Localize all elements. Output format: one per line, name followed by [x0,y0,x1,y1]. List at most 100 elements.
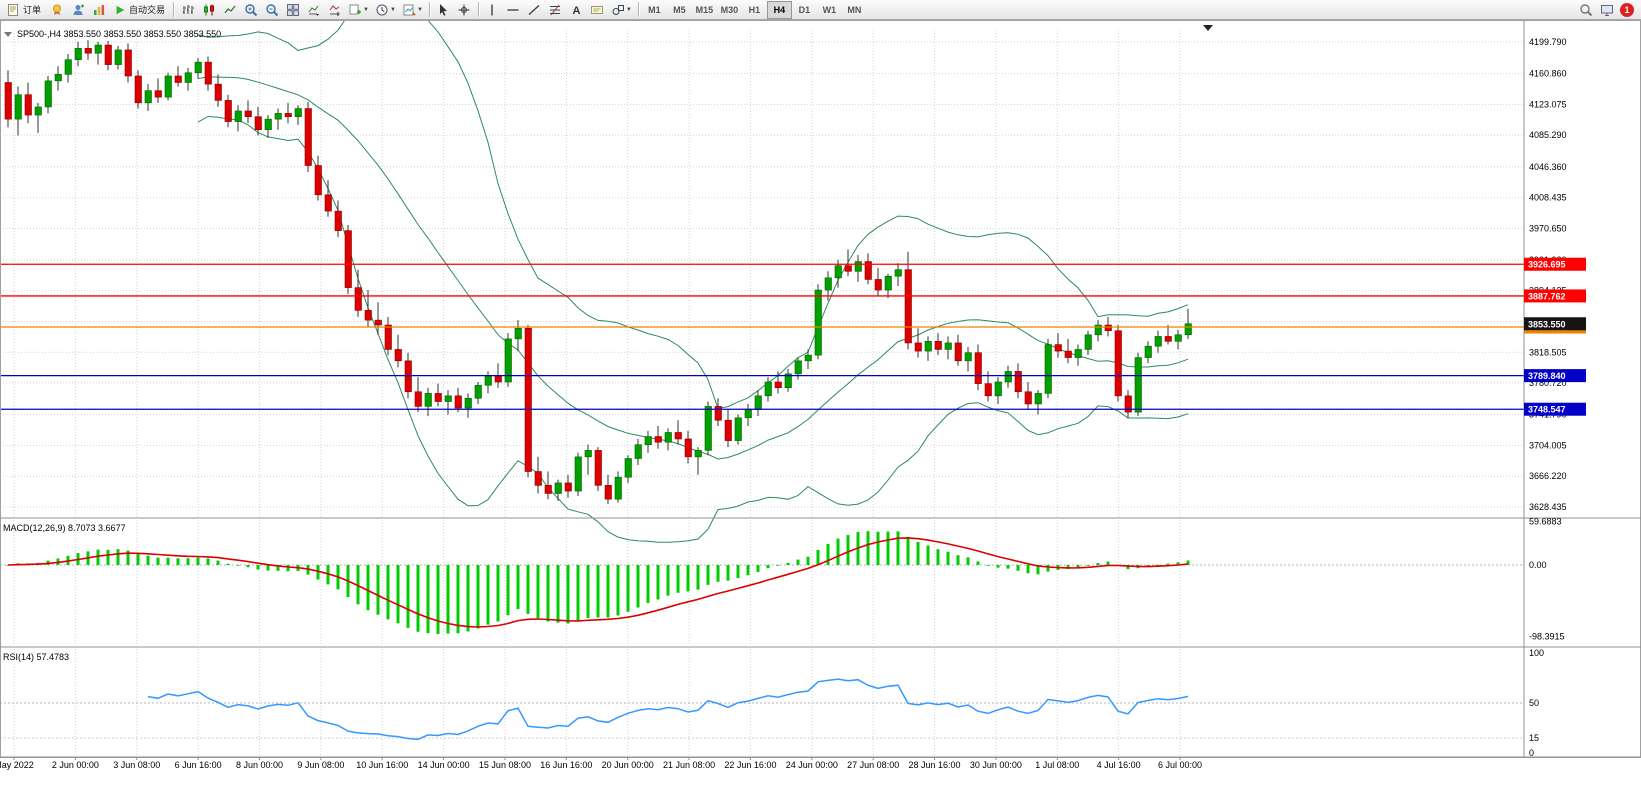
toolbar: 订单 自动交易 ▼ ▼ ▼ [0,0,1641,20]
time-tick: 1 Jul 08:00 [1035,760,1079,770]
price-tick: 3704.005 [1529,440,1567,450]
time-tick: 2 Jun 00:00 [52,760,99,770]
order-document-icon [8,3,18,16]
new-chart-icon [349,4,362,14]
timeframe-m5-button[interactable]: M5 [667,1,692,19]
trendline-tool-button[interactable] [524,1,545,19]
zoom-in-button[interactable] [240,1,261,19]
auto-trading-button[interactable]: 自动交易 [109,1,170,19]
auto-scroll-icon [308,5,319,16]
auto-trading-label: 自动交易 [129,5,166,15]
svg-text:15: 15 [1529,733,1539,743]
line-chart-mode-button[interactable] [219,1,240,19]
cursor-tool-button[interactable] [433,1,454,19]
price-label-box: 3887.762 [1524,289,1586,303]
chart-shift-icon [329,4,340,16]
timeframe-h4-button[interactable]: H4 [766,0,792,19]
tile-windows-button[interactable] [282,1,303,19]
timeframe-m30-button[interactable]: M30 [717,1,742,19]
timeframe-bar: M1 M5 M15 M30 H1 H4 D1 W1 MN [642,0,867,19]
chart-shift-button[interactable] [324,1,345,19]
bollinger-bands [197,20,1189,543]
bar-chart-mode-button[interactable] [177,1,198,19]
symbol-dropdown-icon [4,32,12,37]
time-tick: 4 Jul 16:00 [1097,760,1141,770]
price-tick: 3780.720 [1529,378,1567,388]
candles [4,40,1192,505]
search-icon [1579,3,1592,16]
timeframe-mn-button[interactable]: MN [842,1,867,19]
svg-text:100: 100 [1529,648,1544,658]
timeframe-m1-button[interactable]: M1 [642,1,667,19]
pane-separators [0,20,1641,758]
chart-canvas[interactable]: 4199.790 4160.860 4123.075 4085.290 4046.360… [0,20,1641,810]
time-tick: 9 Jun 08:00 [297,760,344,770]
price-tick: 3818.505 [1529,347,1567,357]
terminal-button[interactable] [1596,1,1617,19]
dropdown-caret-icon: ▼ [363,6,369,13]
crosshair-icon [458,4,470,15]
vertical-line-icon [491,4,494,15]
shapes-icon [612,4,624,15]
timeframe-m15-button[interactable]: M15 [692,1,717,19]
toolbar-separator [173,2,175,17]
tile-windows-icon [286,3,299,16]
new-order-button[interactable]: 订单 [1,1,46,19]
grid [0,30,1524,757]
dropdown-caret-icon: ▼ [625,6,632,13]
price-tick: 3970.650 [1529,223,1567,233]
horizontal-level-lines[interactable] [0,263,1524,410]
new-chart-button[interactable]: ▼ [345,1,372,19]
time-tick: 16 Jun 16:00 [540,760,592,770]
auto-scroll-button[interactable] [303,1,324,19]
price-tick: 3666.220 [1529,471,1567,481]
time-tick: 20 Jun 00:00 [602,760,654,770]
time-tick: 27 Jun 08:00 [847,760,899,770]
candlestick-mode-button[interactable] [198,1,219,19]
notification-badge[interactable]: 1 [1620,2,1634,17]
timeframe-d1-button[interactable]: D1 [792,1,817,19]
time-tick: 24 Jun 00:00 [786,760,838,770]
horizontal-line-tool-button[interactable] [503,1,524,19]
svg-text:-98.3915: -98.3915 [1529,632,1565,642]
period-button[interactable]: ▼ [372,1,399,19]
search-button[interactable] [1575,1,1596,19]
chart-shift-marker[interactable] [1203,25,1213,31]
macd-pane [6,531,1190,635]
timeframe-h1-button[interactable]: H1 [742,1,767,19]
chart-header: SP500-,H4 3853.550 3853.550 3853.550 385… [3,29,221,662]
symbol-ohlc-header: SP500-,H4 3853.550 3853.550 3853.550 385… [17,29,221,39]
vertical-line-tool-button[interactable] [482,1,503,19]
price-label-box: 3853.550 [1524,317,1586,331]
price-tick: 4123.075 [1529,99,1567,109]
bars-icon [182,4,194,14]
price-axis[interactable]: 4199.790 4160.860 4123.075 4085.290 4046.360… [1529,37,1567,758]
template-button[interactable]: ▼ [399,1,426,19]
time-axis[interactable]: May 2022 2 Jun 00:00 3 Jun 08:00 6 Jun 16:0… [0,757,1202,770]
person-icon [73,4,84,15]
medal-button[interactable] [46,1,67,19]
clock-icon [376,4,388,15]
time-tick: 3 Jun 08:00 [113,760,160,770]
label-icon [591,5,604,14]
svg-text:3748.547: 3748.547 [1528,405,1566,415]
text-tool-button[interactable]: A [566,1,587,19]
timeframe-w1-button[interactable]: W1 [817,1,842,19]
time-tick: 10 Jun 16:00 [356,760,408,770]
market-watch-button[interactable] [88,1,109,19]
shapes-tool-button[interactable]: ▼ [608,1,635,19]
price-label-box: 3926.695 [1524,257,1586,271]
fibonacci-tool-button[interactable] [545,1,566,19]
label-tool-button[interactable] [587,1,608,19]
new-order-label: 订单 [23,5,42,15]
zoom-out-button[interactable] [261,1,282,19]
svg-text:50: 50 [1529,698,1539,708]
columns-chart-icon [93,4,104,15]
time-tick: May 2022 [0,760,34,770]
svg-text:3789.840: 3789.840 [1528,371,1566,381]
time-tick: 21 Jun 08:00 [663,760,715,770]
price-tick: 4160.860 [1529,69,1567,79]
play-icon [116,5,125,14]
crosshair-tool-button[interactable] [454,1,475,19]
profile-button[interactable] [67,1,88,19]
